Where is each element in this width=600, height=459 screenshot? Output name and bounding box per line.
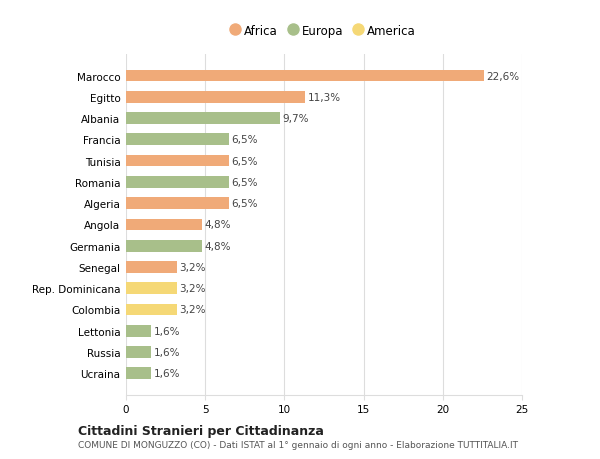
Bar bbox=[126, 177, 229, 188]
Bar bbox=[126, 156, 229, 167]
Bar bbox=[126, 368, 151, 379]
Bar bbox=[126, 113, 280, 125]
Text: 1,6%: 1,6% bbox=[154, 347, 180, 357]
Legend: Africa, Europa, America: Africa, Europa, America bbox=[228, 20, 420, 43]
Text: 6,5%: 6,5% bbox=[232, 178, 258, 187]
Text: 4,8%: 4,8% bbox=[205, 220, 231, 230]
Text: 3,2%: 3,2% bbox=[179, 305, 206, 315]
Text: 3,2%: 3,2% bbox=[179, 284, 206, 294]
Bar bbox=[126, 198, 229, 209]
Bar bbox=[126, 347, 151, 358]
Text: 6,5%: 6,5% bbox=[232, 156, 258, 166]
Text: 11,3%: 11,3% bbox=[307, 93, 340, 102]
Text: 3,2%: 3,2% bbox=[179, 263, 206, 272]
Bar bbox=[126, 71, 484, 82]
Text: 1,6%: 1,6% bbox=[154, 369, 180, 379]
Text: 9,7%: 9,7% bbox=[282, 114, 308, 124]
Bar bbox=[126, 304, 176, 316]
Text: 1,6%: 1,6% bbox=[154, 326, 180, 336]
Bar bbox=[126, 134, 229, 146]
Text: 6,5%: 6,5% bbox=[232, 199, 258, 209]
Bar bbox=[126, 241, 202, 252]
Text: 22,6%: 22,6% bbox=[487, 71, 520, 81]
Bar bbox=[126, 262, 176, 273]
Bar bbox=[126, 325, 151, 337]
Bar bbox=[126, 92, 305, 103]
Text: Cittadini Stranieri per Cittadinanza: Cittadini Stranieri per Cittadinanza bbox=[78, 424, 324, 437]
Text: 6,5%: 6,5% bbox=[232, 135, 258, 145]
Bar bbox=[126, 219, 202, 231]
Bar bbox=[126, 283, 176, 294]
Text: COMUNE DI MONGUZZO (CO) - Dati ISTAT al 1° gennaio di ogni anno - Elaborazione T: COMUNE DI MONGUZZO (CO) - Dati ISTAT al … bbox=[78, 441, 518, 449]
Text: 4,8%: 4,8% bbox=[205, 241, 231, 251]
